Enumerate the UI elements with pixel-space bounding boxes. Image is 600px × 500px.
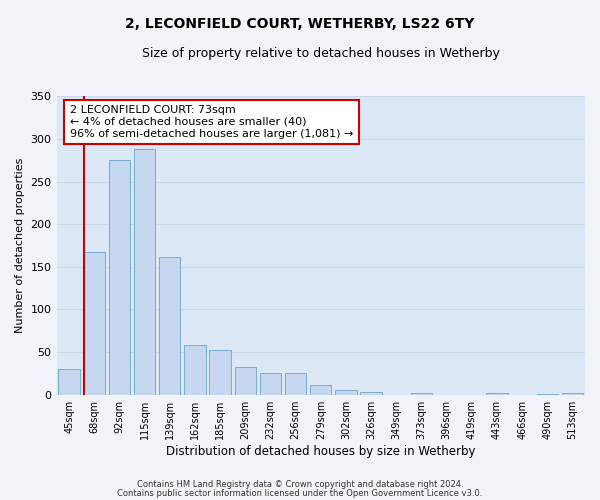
Y-axis label: Number of detached properties: Number of detached properties (15, 158, 25, 333)
Text: Contains public sector information licensed under the Open Government Licence v3: Contains public sector information licen… (118, 489, 482, 498)
Bar (562, 393, 583, 394)
X-axis label: Distribution of detached houses by size in Wetherby: Distribution of detached houses by size … (166, 444, 476, 458)
Text: Contains HM Land Registry data © Crown copyright and database right 2024.: Contains HM Land Registry data © Crown c… (137, 480, 463, 489)
Bar (235, 366, 256, 394)
Bar (260, 372, 281, 394)
Bar (411, 393, 432, 394)
Bar (109, 160, 130, 394)
Bar (310, 386, 331, 394)
Text: 2, LECONFIELD COURT, WETHERBY, LS22 6TY: 2, LECONFIELD COURT, WETHERBY, LS22 6TY (125, 18, 475, 32)
Bar (83, 252, 105, 394)
Bar (159, 256, 181, 394)
Bar (184, 346, 206, 395)
Text: 2 LECONFIELD COURT: 73sqm
← 4% of detached houses are smaller (40)
96% of semi-d: 2 LECONFIELD COURT: 73sqm ← 4% of detach… (70, 106, 353, 138)
Bar (486, 393, 508, 394)
Bar (209, 350, 231, 395)
Bar (58, 369, 80, 394)
Bar (335, 390, 356, 394)
Bar (134, 149, 155, 394)
Bar (361, 392, 382, 394)
Title: Size of property relative to detached houses in Wetherby: Size of property relative to detached ho… (142, 48, 500, 60)
Bar (285, 372, 307, 394)
